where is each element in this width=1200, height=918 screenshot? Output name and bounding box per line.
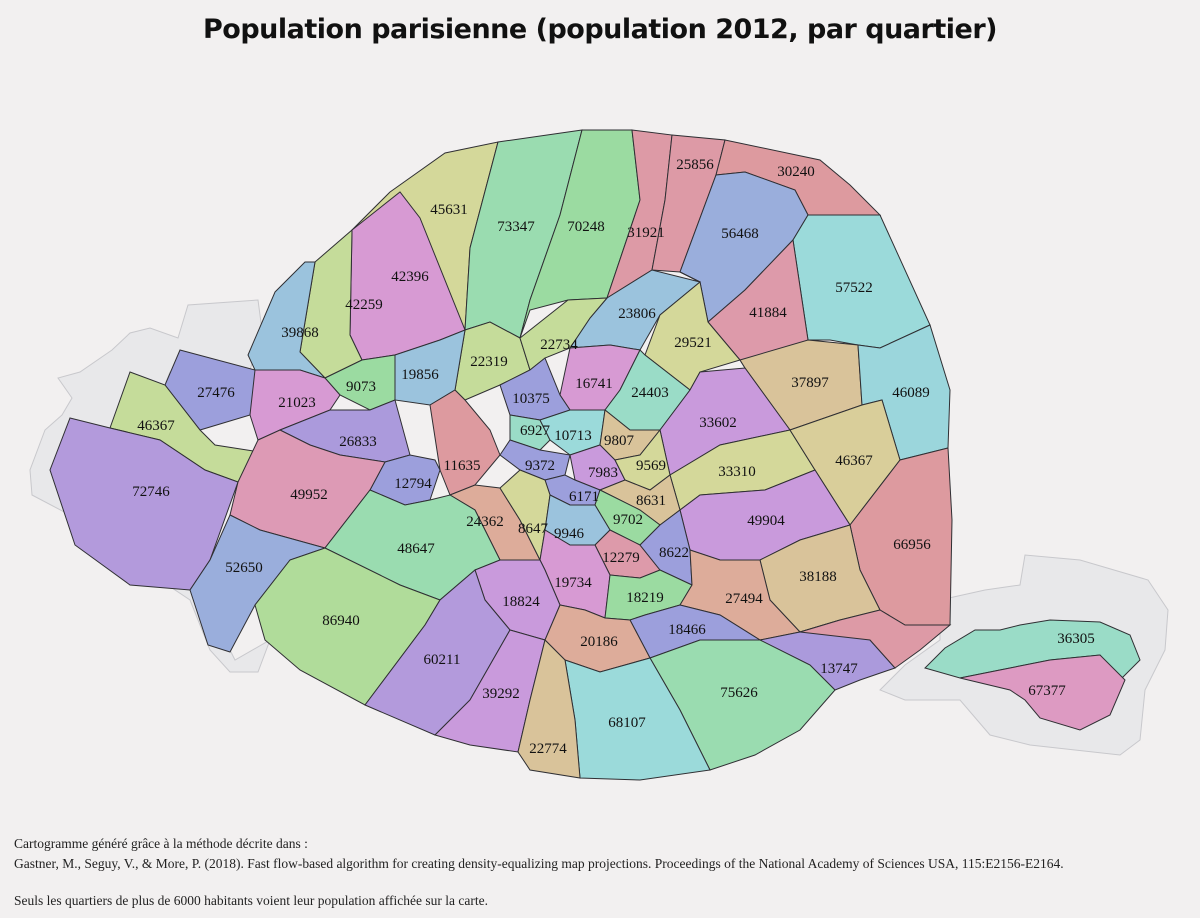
- quartier-region: [509, 414, 551, 451]
- quartier-label: 9702: [613, 512, 643, 528]
- quartier-label: 56468: [721, 226, 759, 242]
- quartier-label: 23806: [618, 306, 656, 322]
- quartier-label: 16741: [575, 376, 613, 392]
- quartier-label: 37897: [791, 375, 829, 391]
- quartier-label: 8622: [659, 545, 689, 561]
- quartier-label: 7983: [588, 465, 618, 481]
- quartier-label: 33310: [718, 464, 756, 480]
- credits-reference: Gastner, M., Seguy, V., & More, P. (2018…: [14, 856, 1064, 871]
- quartier-label: 10713: [554, 428, 592, 444]
- quartier-label: 12794: [394, 476, 432, 492]
- quartier-label: 9372: [525, 458, 555, 474]
- quartier-label: 57522: [835, 280, 873, 296]
- quartier-label: 18466: [668, 622, 706, 638]
- quartier-label: 27476: [197, 385, 235, 401]
- quartier-label: 49952: [290, 487, 328, 503]
- quartier-label: 39868: [281, 325, 319, 341]
- quartier-label: 41884: [749, 305, 787, 321]
- quartier-label: 68107: [608, 715, 646, 731]
- population-labels: 45631 73347 70248 31921 25856 30240 5646…: [132, 157, 1095, 757]
- quartier-region: [189, 514, 327, 653]
- quartier-label: 29521: [674, 335, 712, 351]
- quartier-label: 10375: [512, 391, 550, 407]
- quartier-label: 9073: [346, 379, 376, 395]
- cartogram-map: 45631 73347 70248 31921 25856 30240 5646…: [29, 129, 1169, 781]
- quartier-label: 25856: [676, 157, 714, 173]
- quartier-label: 36305: [1057, 631, 1095, 647]
- quartier-label: 9807: [604, 433, 635, 449]
- quartier-label: 86940: [322, 613, 360, 629]
- quartier-label: 11635: [444, 458, 481, 474]
- quartier-label: 9569: [636, 458, 666, 474]
- quartier-region: [959, 654, 1126, 731]
- quartier-label: 75626: [720, 685, 758, 701]
- quartier-label: 6927: [520, 423, 551, 439]
- quartier-label: 31921: [627, 225, 665, 241]
- quartier-label: 72746: [132, 484, 170, 500]
- map-title: Population parisienne (population 2012, …: [203, 14, 997, 45]
- quartier-region: [517, 639, 581, 779]
- quartier-region: [799, 609, 952, 669]
- credits-block: Cartogramme généré grâce à la méthode dé…: [14, 834, 1064, 911]
- quartier-label: 6171: [569, 489, 599, 505]
- quartier-label: 42259: [345, 297, 383, 313]
- quartier-label: 39292: [482, 686, 520, 702]
- quartier-label: 19734: [554, 575, 592, 591]
- quartier-label: 60211: [424, 652, 461, 668]
- quartier-label: 30240: [777, 164, 815, 180]
- quartier-label: 19856: [401, 367, 439, 383]
- quartier-label: 24403: [631, 385, 669, 401]
- quartier-label: 22774: [529, 741, 567, 757]
- quartier-label: 27494: [725, 591, 763, 607]
- quartier-label: 46367: [137, 418, 175, 434]
- quartier-label: 26833: [339, 434, 377, 450]
- quartier-regions: [49, 129, 1141, 781]
- quartier-label: 42396: [391, 269, 429, 285]
- quartier-region: [429, 389, 501, 496]
- quartier-label: 24362: [466, 514, 504, 530]
- quartier-label: 38188: [799, 569, 837, 585]
- quartier-label: 22319: [470, 354, 508, 370]
- quartier-label: 45631: [430, 202, 468, 218]
- quartier-label: 33602: [699, 415, 737, 431]
- quartier-label: 21023: [278, 395, 316, 411]
- quartier-label: 48647: [397, 541, 435, 557]
- quartier-label: 70248: [567, 219, 605, 235]
- quartier-label: 12279: [602, 550, 640, 566]
- credits-note: Seuls les quartiers de plus de 6000 habi…: [14, 893, 488, 908]
- quartier-label: 52650: [225, 560, 263, 576]
- credits-intro: Cartogramme généré grâce à la méthode dé…: [14, 836, 308, 851]
- quartier-label: 8647: [518, 521, 549, 537]
- quartier-label: 9946: [554, 526, 585, 542]
- quartier-label: 46089: [892, 385, 930, 401]
- quartier-label: 18219: [626, 590, 664, 606]
- quartier-label: 13747: [820, 661, 858, 677]
- quartier-label: 46367: [835, 453, 873, 469]
- quartier-label: 49904: [747, 513, 785, 529]
- quartier-label: 8631: [636, 493, 666, 509]
- quartier-label: 22734: [540, 337, 578, 353]
- quartier-label: 18824: [502, 594, 540, 610]
- quartier-label: 67377: [1028, 683, 1066, 699]
- quartier-label: 73347: [497, 219, 535, 235]
- quartier-label: 66956: [893, 537, 931, 553]
- quartier-label: 20186: [580, 634, 618, 650]
